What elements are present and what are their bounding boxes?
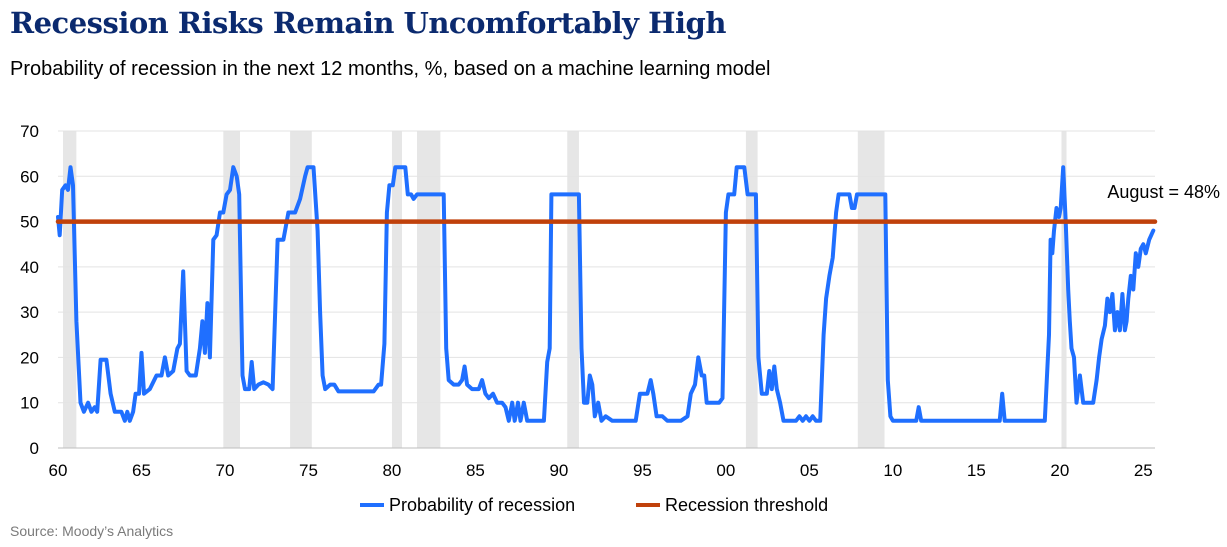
y-tick-label: 60 — [20, 167, 39, 186]
probability-line — [56, 165, 1156, 423]
gridlines — [58, 130, 1155, 449]
legend-label-0: Probability of recession — [389, 495, 575, 515]
recession-band-5 — [567, 131, 579, 448]
recession-band-1 — [223, 131, 240, 448]
x-tick-label: 90 — [549, 461, 568, 480]
recession-band-7 — [857, 131, 885, 448]
x-tick-label: 70 — [216, 461, 235, 480]
x-tick-label: 80 — [382, 461, 401, 480]
x-tick-label: 05 — [800, 461, 819, 480]
x-tick-label: 00 — [716, 461, 735, 480]
y-tick-label: 20 — [20, 348, 39, 367]
x-tick-label: 75 — [299, 461, 318, 480]
y-tick-label: 40 — [20, 258, 39, 277]
x-tick-label: 60 — [49, 461, 68, 480]
legend-label-1: Recession threshold — [665, 495, 828, 515]
recession-band-8 — [1061, 131, 1067, 448]
legend: Probability of recession Recession thresh… — [360, 495, 828, 515]
recession-band-6 — [745, 131, 758, 448]
y-tick-label: 70 — [20, 122, 39, 141]
source-note: Source: Moody’s Analytics — [10, 523, 174, 539]
x-tick-label: 25 — [1134, 461, 1153, 480]
x-tick-label: 85 — [466, 461, 485, 480]
august-annotation: August = 48% — [1107, 182, 1220, 202]
recession-band-2 — [290, 131, 312, 448]
x-tick-label: 20 — [1050, 461, 1069, 480]
chart-title: Recession Risks Remain Uncomfortably Hig… — [10, 6, 726, 40]
y-tick-label: 50 — [20, 213, 39, 232]
series-layer — [55, 165, 1158, 423]
y-tick-label: 0 — [30, 439, 39, 458]
x-tick-label: 65 — [132, 461, 151, 480]
recession-band-3 — [391, 131, 402, 448]
recession-shading-layer — [63, 131, 1067, 448]
annotation-layer: August = 48% — [1107, 182, 1220, 202]
y-tick-label: 10 — [20, 394, 39, 413]
x-tick-label: 10 — [883, 461, 902, 480]
x-tick-label: 95 — [633, 461, 652, 480]
y-axis-ticks: 0 10 20 30 40 50 60 70 — [20, 122, 39, 458]
x-tick-label: 15 — [967, 461, 986, 480]
x-axis-ticks: 60 65 70 75 80 85 90 95 00 05 10 15 20 25 — [49, 461, 1153, 480]
recession-band-4 — [416, 131, 441, 448]
chart-subtitle: Probability of recession in the next 12 … — [10, 58, 771, 80]
y-tick-label: 30 — [20, 303, 39, 322]
